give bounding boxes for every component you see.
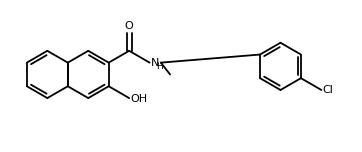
Text: H: H — [156, 62, 163, 71]
Text: Cl: Cl — [323, 85, 333, 95]
Text: OH: OH — [130, 94, 148, 104]
Text: O: O — [125, 21, 134, 31]
Text: N: N — [151, 58, 159, 68]
